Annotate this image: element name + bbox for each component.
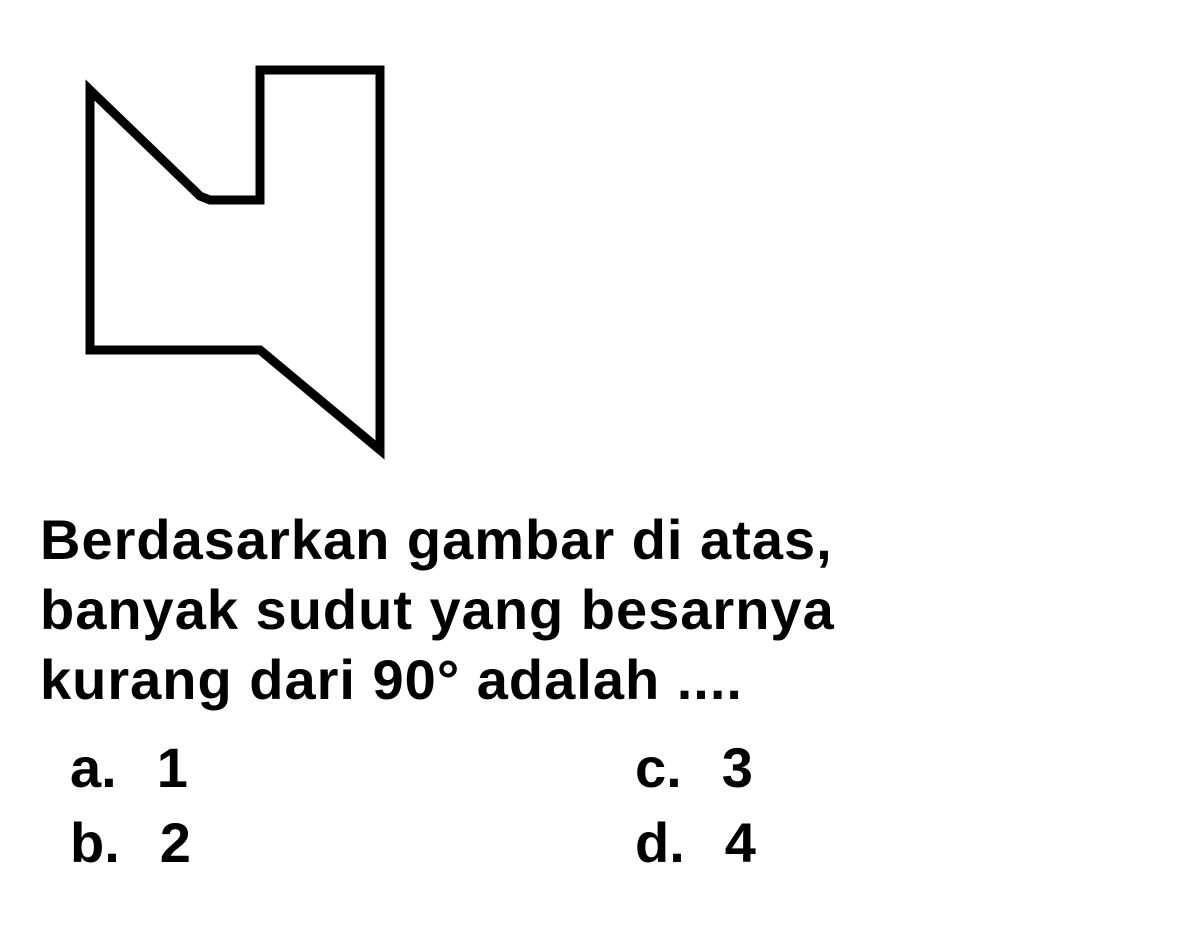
option-c-value: 3 (722, 735, 753, 800)
option-d[interactable]: d. 4 (635, 810, 1140, 875)
option-c[interactable]: c. 3 (635, 735, 1140, 800)
question-line-2: banyak sudut yang besarnya (40, 578, 835, 641)
question-line-3: kurang dari 90° adalah .... (40, 648, 743, 711)
option-d-value: 4 (725, 810, 756, 875)
question-line-1: Berdasarkan gambar di atas, (40, 508, 833, 571)
option-b-letter: b. (70, 810, 120, 875)
option-c-letter: c. (635, 735, 682, 800)
polygon-shape-icon (60, 30, 400, 470)
option-d-letter: d. (635, 810, 685, 875)
answer-options: a. 1 c. 3 b. 2 d. 4 (40, 735, 1140, 875)
option-a[interactable]: a. 1 (70, 735, 575, 800)
option-b-value: 2 (160, 810, 191, 875)
option-b[interactable]: b. 2 (70, 810, 575, 875)
option-a-value: 1 (157, 735, 188, 800)
question-text: Berdasarkan gambar di atas, banyak sudut… (40, 505, 1140, 715)
option-a-letter: a. (70, 735, 117, 800)
geometric-figure (60, 30, 1140, 475)
